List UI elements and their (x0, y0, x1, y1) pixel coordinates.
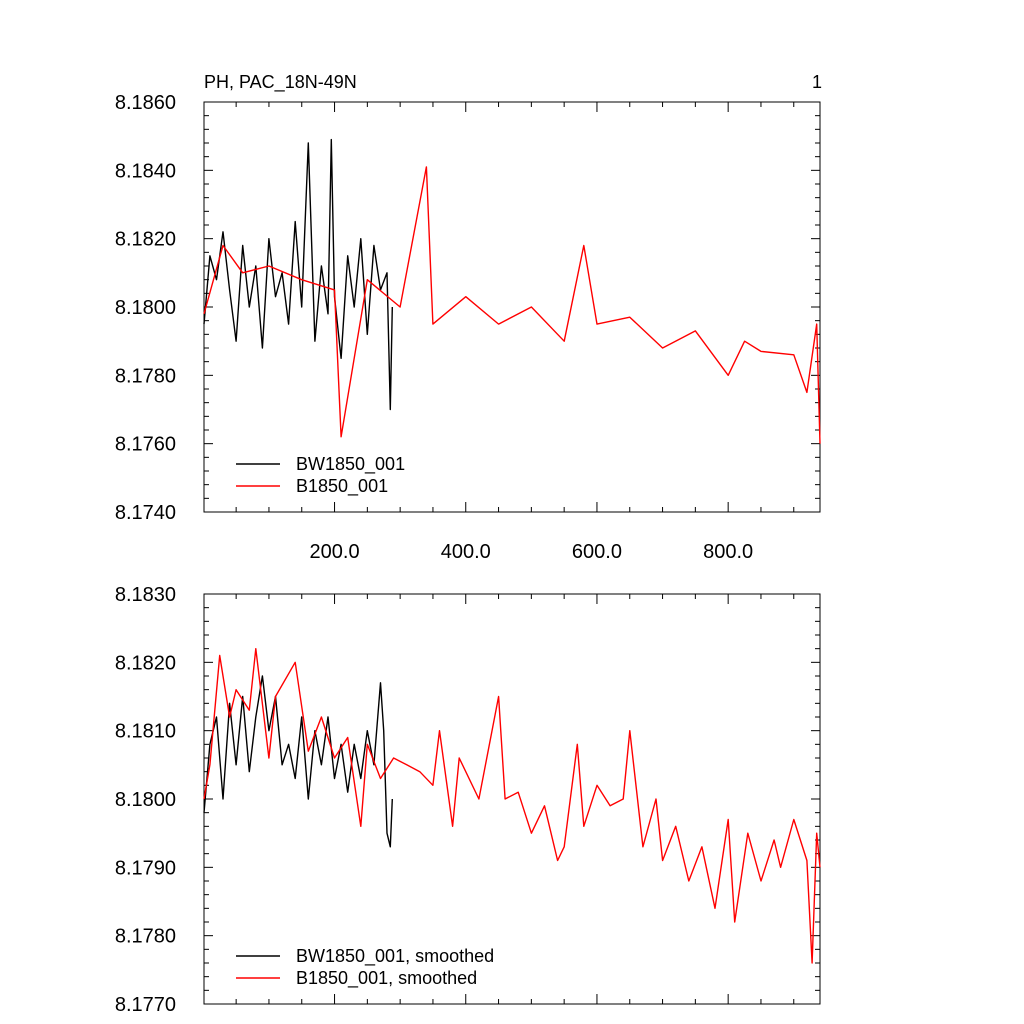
bottom-y-tick-label: 8.1830 (115, 584, 176, 606)
top-x-tick-label: 200.0 (310, 541, 360, 563)
top-y-tick-label: 8.1780 (115, 365, 176, 387)
top-y-tick-label: 8.1740 (115, 502, 176, 524)
bottom-y-tick-label: 8.1770 (115, 994, 176, 1016)
bottom-y-tick-label: 8.1780 (115, 926, 176, 948)
bottom-plot-layer: 8.1770 8.1780 8.1790 8.1800 8.1810 8.1820 8.18… (115, 584, 821, 1016)
top-y-tick-label: 8.1800 (115, 297, 176, 319)
top-legend-label: BW1850_001 (296, 454, 405, 475)
top-y-tick-label: 8.1820 (115, 229, 176, 251)
bottom-series-line-b1850-001-smoothed (203, 648, 821, 964)
top-series-line-bw1850-001 (203, 138, 393, 411)
bottom-y-tick-label: 8.1820 (115, 652, 176, 674)
bottom-legend-label: BW1850_001, smoothed (296, 946, 494, 967)
bottom-y-tick-label: 8.1800 (115, 789, 176, 811)
bottom-y-tick-label: 8.1790 (115, 857, 176, 879)
top-x-tick-label: 600.0 (572, 541, 622, 563)
top-y-tick-label: 8.1760 (115, 434, 176, 456)
bottom-legend-label: B1850_001, smoothed (296, 968, 477, 989)
top-legend-label: B1850_001 (296, 476, 388, 497)
top-y-tick-label: 8.1860 (115, 92, 176, 114)
top-plot-frame (203, 101, 821, 513)
top-y-tick-label: 8.1840 (115, 160, 176, 182)
top-plot-layer: 8.1740 8.1760 8.1780 8.1800 8.1820 8.1840 8.18… (115, 92, 821, 563)
chart-title: PH, PAC_18N-49N (204, 72, 357, 93)
top-x-tick-label: 800.0 (703, 541, 753, 563)
page-label: 1 (812, 72, 822, 92)
bottom-plot-frame (203, 593, 821, 1005)
bottom-y-tick-label: 8.1810 (115, 721, 176, 743)
top-series-line-b1850-001 (203, 166, 821, 444)
top-x-tick-label: 400.0 (441, 541, 491, 563)
bottom-series-line-bw1850-001-smoothed (203, 675, 393, 848)
